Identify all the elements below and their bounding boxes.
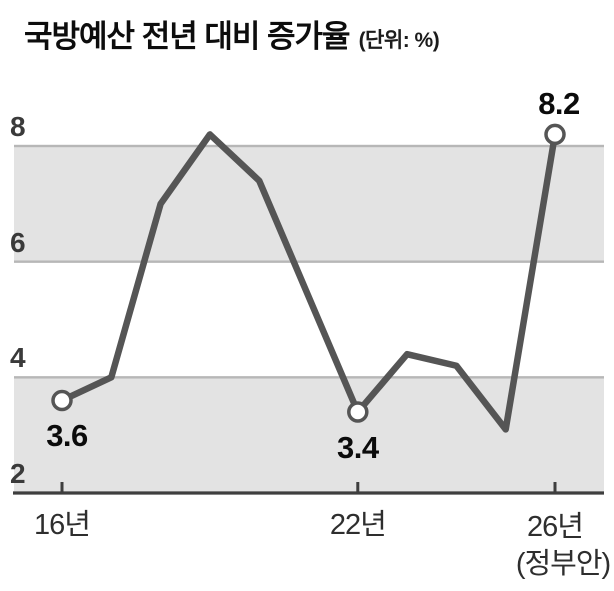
data-point-marker: [51, 389, 73, 412]
shaded-band: [14, 146, 604, 262]
gridline: [14, 260, 604, 263]
gridline: [14, 376, 604, 379]
gridline: [14, 144, 604, 148]
chart-title: 국방예산 전년 대비 증가율: [24, 19, 351, 54]
point-label-3-4: 3.4: [336, 430, 379, 466]
x-axis-label-16: 16년: [34, 509, 91, 541]
point-label-3-6: 3.6: [46, 418, 88, 454]
y-axis-label-2: 2: [10, 458, 26, 489]
data-point-marker: [544, 123, 566, 146]
data-point-marker: [347, 401, 369, 423]
x-axis-label-26: 26년: [527, 511, 584, 543]
chart-title-row: 국방예산 전년 대비 증가율 (단위: %): [24, 11, 440, 56]
y-axis-label-6: 6: [10, 226, 26, 258]
chart-unit-label: (단위: %): [358, 29, 440, 52]
y-axis-label-4: 4: [10, 342, 26, 374]
shaded-band: [14, 377, 604, 493]
x-axis-sublabel-government-proposal: (정부안): [515, 548, 611, 580]
point-label-8-2: 8.2: [538, 86, 580, 122]
y-axis-label-8: 8: [10, 111, 26, 142]
data-line: [58, 131, 559, 433]
x-axis-label-22: 22년: [329, 509, 387, 541]
